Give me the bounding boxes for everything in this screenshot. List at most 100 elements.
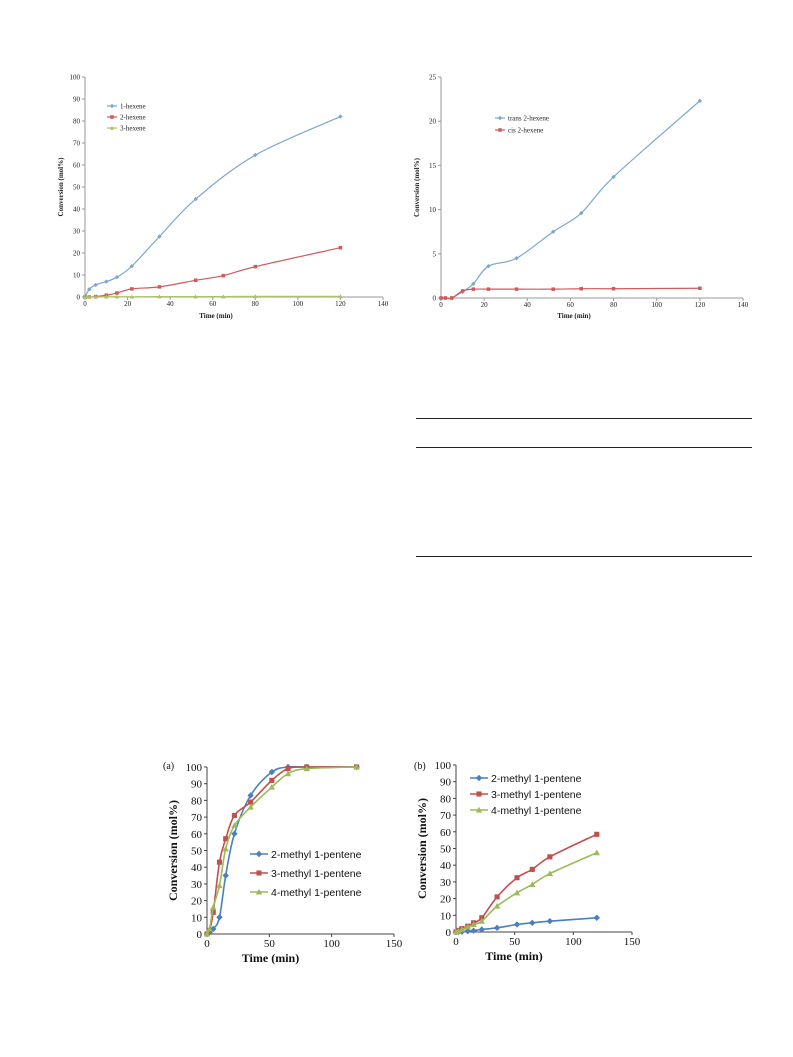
y-tick-label: 20	[191, 896, 203, 908]
panel-label: (a)	[163, 761, 174, 772]
x-tick-label: 40	[524, 301, 532, 309]
x-tick-label: 0	[439, 301, 443, 309]
series-line	[84, 295, 341, 298]
x-tick-label: 0	[83, 300, 87, 308]
y-tick-label: 30	[440, 877, 452, 889]
data-point	[193, 278, 198, 283]
x-axis-label: Time (min)	[199, 312, 233, 320]
table-top-rule	[416, 418, 752, 419]
y-tick-label: 30	[191, 879, 203, 891]
y-tick-label: 90	[191, 779, 203, 791]
y-tick-label: 50	[440, 844, 452, 856]
legend-label: 4-methyl 1-pentene	[491, 805, 582, 817]
data-point	[203, 930, 211, 937]
x-tick-label: 0	[204, 938, 210, 950]
trans-cis-2-hexene-conversion-chart: 0 5 10 15 20 25 0 20 40 60 80 100 120 140 Time (min) Co…	[413, 74, 749, 321]
x-tick-label: 50	[264, 938, 276, 950]
y-tick-label: 40	[191, 862, 203, 874]
legend-label: 4-methyl 1-pentene	[271, 887, 362, 899]
y-tick-label: 70	[73, 140, 81, 148]
data-point	[486, 287, 491, 291]
x-tick-label: 20	[124, 300, 132, 308]
x-tick-label: 80	[252, 300, 259, 308]
y-tick-label: 0	[77, 294, 81, 302]
data-point	[216, 859, 223, 865]
data-point	[611, 286, 616, 291]
y-tick-label: 60	[440, 827, 452, 839]
data-point	[193, 294, 198, 299]
legend-swatch-marker	[109, 103, 115, 109]
x-tick-label: 120	[695, 301, 706, 309]
x-axis-label: Time (min)	[485, 949, 542, 963]
x-tick-label: 100	[323, 938, 340, 950]
legend-label: 2-hexene	[120, 114, 146, 122]
x-tick-label: 100	[565, 936, 582, 948]
legend-swatch-marker	[255, 888, 263, 895]
legend-label: trans 2-hexene	[508, 115, 549, 123]
data-point	[231, 822, 238, 829]
y-tick-label: 10	[440, 910, 452, 922]
data-point	[253, 152, 258, 158]
data-point	[268, 783, 276, 790]
data-point	[529, 919, 536, 927]
data-point	[193, 196, 198, 202]
y-tick-label: 100	[186, 762, 203, 774]
series-line	[441, 100, 701, 300]
table-bottom-rule	[416, 556, 752, 557]
data-point	[494, 894, 500, 900]
data-point	[593, 849, 600, 856]
data-point	[269, 777, 275, 783]
legend-label: 2-methyl 1-pentene	[491, 773, 582, 785]
hexene-isomer-conversion-chart: 0 10 20 30 40 50 60 70 80 90 100 0 20 40 60 80 100 120 140…	[57, 74, 389, 321]
data-point	[471, 287, 476, 291]
data-point	[206, 925, 213, 932]
data-point	[698, 286, 702, 291]
data-point	[551, 287, 555, 291]
data-point	[104, 294, 109, 299]
x-tick-label: 0	[453, 936, 459, 948]
legend-swatch-marker	[256, 870, 262, 876]
data-point	[514, 256, 519, 261]
x-tick-label: 50	[509, 936, 521, 948]
x-tick-label: 40	[167, 300, 175, 308]
y-axis-label: Conversion (mol%)	[166, 800, 180, 901]
data-point	[464, 923, 471, 930]
y-tick-label: 70	[191, 812, 203, 824]
y-axis-label: Conversion (mol%)	[415, 798, 429, 899]
data-point	[93, 282, 98, 288]
data-point	[253, 264, 258, 269]
data-point	[210, 909, 216, 915]
y-tick-label: 0	[446, 927, 452, 939]
y-tick-label: 70	[440, 810, 452, 822]
y-tick-label: 30	[73, 228, 81, 236]
x-tick-label: 60	[567, 301, 575, 309]
x-tick-label: 60	[209, 300, 217, 308]
x-tick-label: 100	[293, 300, 304, 308]
data-point	[157, 294, 162, 299]
data-point	[493, 924, 501, 932]
legend-label: 2-methyl 1-pentene	[271, 849, 362, 861]
x-tick-label: 20	[481, 301, 489, 309]
data-point	[458, 926, 466, 933]
data-point	[114, 275, 120, 280]
data-point	[268, 768, 276, 776]
series-line	[455, 833, 598, 933]
x-tick-label: 150	[386, 938, 403, 950]
data-point	[594, 831, 600, 837]
data-point	[470, 921, 477, 928]
y-tick-label: 80	[73, 118, 81, 126]
y-tick-label: 90	[440, 777, 452, 789]
data-point	[114, 294, 120, 299]
legend-label: 1-hexene	[120, 103, 146, 111]
legend-label: 3-methyl 1-pentene	[491, 789, 582, 801]
y-tick-label: 15	[429, 162, 437, 170]
methyl-pentene-conversion-chart-b: 0 10 20 30 40 50 60 70 80 90 100 0 50 100 150 Time (min…	[414, 760, 641, 963]
legend-swatch-marker	[109, 125, 115, 130]
data-point	[479, 915, 485, 921]
x-axis-label: Time (min)	[557, 312, 591, 320]
x-tick-label: 100	[651, 301, 662, 309]
data-point	[210, 904, 217, 910]
data-point	[248, 799, 254, 805]
legend-swatch-marker	[255, 850, 263, 858]
data-point	[353, 763, 360, 770]
